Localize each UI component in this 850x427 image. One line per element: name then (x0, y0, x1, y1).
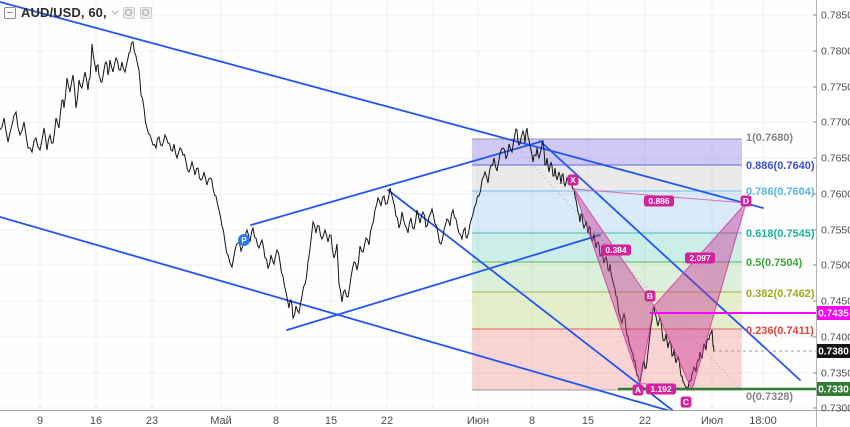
price-tick-label: 0.7850 (821, 10, 850, 22)
trendline-1[interactable] (0, 1, 764, 209)
price-tick-label: 0.7450 (821, 296, 850, 308)
price-tick-label: 0.7800 (821, 46, 850, 58)
pattern-label-text: 1.192 (650, 384, 672, 394)
time-tick-label: 22 (639, 415, 651, 427)
time-tick-label: 23 (146, 415, 158, 427)
fib-label-0.5: 0.5(0.7504) (746, 257, 803, 269)
price-tag-0.7380 (817, 344, 850, 358)
fib-band-1[interactable] (472, 139, 742, 165)
trendline-4[interactable] (0, 216, 671, 412)
price-tick-label: 0.7350 (821, 368, 850, 380)
time-tick-label: 22 (381, 415, 393, 427)
chart-legend: AUD/USD, 60, (4, 5, 152, 20)
price-tag-0.7330 (817, 382, 850, 396)
point-marker[interactable] (238, 234, 250, 246)
price-tag-text: 0.7330 (818, 385, 849, 396)
fib-label-1: 1(0.7680) (746, 132, 793, 144)
fib-band-0.382[interactable] (472, 292, 742, 329)
fib-label-0: 0(0.7328) (746, 391, 793, 403)
pattern-label-text: 0.886 (648, 196, 670, 206)
fib-label-0.236: 0.236(0.7411) (746, 325, 814, 337)
pattern-label-0.384[interactable] (601, 244, 631, 256)
pattern-label-text: A (635, 385, 641, 395)
pattern-label-x[interactable] (567, 174, 579, 186)
trendline-3[interactable] (250, 140, 544, 226)
pattern-label-text: X (570, 175, 576, 185)
time-tick-label: 9 (37, 415, 43, 427)
price-tick-label: 0.7550 (821, 225, 850, 237)
price-tick-label: 0.7750 (821, 82, 850, 94)
pattern-label-c[interactable] (680, 396, 692, 408)
fib-label-0.382: 0.382(0.7462) (746, 288, 815, 300)
time-tick-label: 8 (273, 415, 279, 427)
price-axis-strip[interactable] (817, 0, 850, 427)
pattern-label-text: C (683, 397, 689, 407)
time-tick-label: Июл (701, 415, 723, 427)
time-tick-label: 15 (325, 415, 337, 427)
chevron-down-icon[interactable] (112, 8, 118, 14)
trendline-2[interactable] (539, 140, 801, 381)
time-axis-strip[interactable] (0, 411, 816, 427)
pattern-label-d[interactable] (740, 195, 752, 207)
price-tick-label: 0.7650 (821, 153, 850, 165)
time-tick-label: Май (210, 415, 232, 427)
pattern-label-1.192[interactable] (646, 383, 676, 395)
fib-label-0.886: 0.886(0.7640) (746, 160, 815, 172)
price-tick-label: 0.7500 (821, 260, 850, 272)
collapse-panel-icon[interactable] (4, 6, 16, 19)
trendline-6[interactable] (387, 189, 677, 414)
price-tick-label: 0.7700 (821, 117, 850, 129)
fib-band-0.886[interactable] (472, 165, 742, 191)
pattern-label-text: 2.097 (689, 253, 711, 263)
time-tick-label: Июн (467, 415, 489, 427)
circle-toggle-icon[interactable] (139, 6, 152, 19)
point-marker-label: P (241, 236, 247, 245)
time-tick-label: 16 (90, 415, 102, 427)
fib-label-0.786: 0.786(0.7604) (746, 186, 815, 198)
trendline-5[interactable] (286, 234, 601, 331)
time-tick-label: 15 (582, 415, 594, 427)
fib-label-0.618: 0.618(0.7545) (746, 228, 815, 240)
price-tag-0.7435 (817, 306, 850, 320)
pattern-label-text: 0.384 (605, 245, 627, 255)
price-tick-label: 0.7600 (821, 189, 850, 201)
circle-toggle-icon[interactable] (122, 6, 135, 19)
fib-band-0.786[interactable] (472, 191, 742, 233)
pattern-label-a[interactable] (632, 384, 644, 396)
price-tag-text: 0.7380 (818, 347, 849, 358)
pattern-label-text: D (743, 196, 749, 206)
price-series (0, 41, 715, 391)
symbol-title[interactable]: AUD/USD, 60, (21, 5, 107, 20)
price-tag-text: 0.7435 (818, 309, 849, 320)
time-tick-label: 8 (529, 415, 535, 427)
price-tick-label: 0.7300 (821, 403, 850, 415)
pattern-label-b[interactable] (644, 290, 656, 302)
pattern-label-text: B (647, 291, 653, 301)
pattern-label-0.886[interactable] (644, 195, 674, 207)
time-tick-label: 18:00 (749, 415, 777, 427)
price-tick-label: 0.7400 (821, 332, 850, 344)
pattern-label-2.097[interactable] (685, 252, 715, 264)
